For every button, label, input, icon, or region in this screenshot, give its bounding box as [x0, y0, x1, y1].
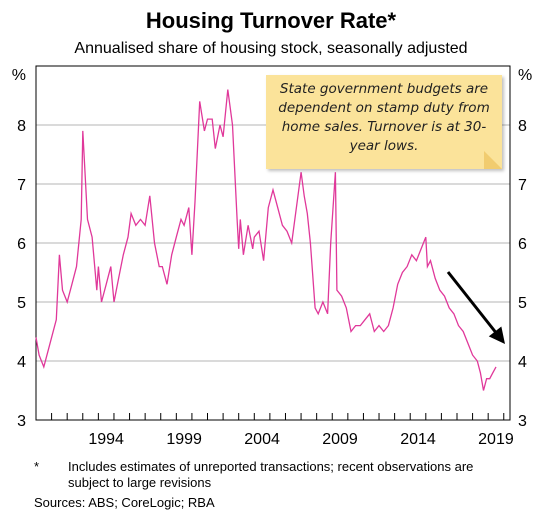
x-tick-label: 2004: [244, 431, 280, 448]
chart-subtitle: Annualised share of housing stock, seaso…: [74, 40, 468, 57]
note-folded-corner: [484, 151, 502, 169]
y-tick-label-left: 3: [17, 413, 26, 430]
x-tick-label: 1994: [88, 431, 124, 448]
plot-frame: [35, 65, 511, 421]
y-tick-label-left: 8: [17, 118, 26, 135]
y-tick-label-right: 5: [518, 295, 527, 312]
axis-ticks: [35, 413, 505, 420]
y-tick-label-left: 5: [17, 295, 26, 312]
y-tick-label-right: 7: [518, 177, 527, 194]
y-tick-label-right: 6: [518, 236, 527, 253]
y-unit-label-left: %: [12, 67, 26, 84]
downtrend-arrow: [446, 271, 505, 344]
y-unit-label-right: %: [518, 67, 532, 84]
x-tick-label: 1999: [166, 431, 202, 448]
axis-labels: 3 3 4 4 5 5 6 6 7 7 8 8% % 1994 1999 2004 2009 2014 2019: [12, 67, 532, 448]
y-tick-label-right: 3: [518, 413, 527, 430]
sources: Sources: ABS; CoreLogic; RBA: [34, 495, 215, 510]
footnote-marker: *: [34, 459, 40, 474]
turnover-rate-line: [35, 89, 497, 391]
x-tick-label: 2014: [400, 431, 436, 448]
y-tick-label-left: 6: [17, 236, 26, 253]
arrow-head: [488, 326, 505, 344]
chart-title: Housing Turnover Rate*: [145, 8, 397, 33]
y-tick-label-right: 4: [518, 354, 527, 371]
y-tick-label-right: 8: [518, 118, 527, 135]
x-tick-label: 2019: [478, 431, 514, 448]
y-tick-label-left: 4: [17, 354, 26, 371]
x-tick-label: 2009: [322, 431, 358, 448]
y-tick-label-left: 7: [17, 177, 26, 194]
arrow-shaft: [446, 271, 499, 335]
annotation-note: State government budgets are dependent o…: [266, 75, 502, 169]
footnote-text: Includes estimates of unreported transac…: [68, 459, 474, 490]
